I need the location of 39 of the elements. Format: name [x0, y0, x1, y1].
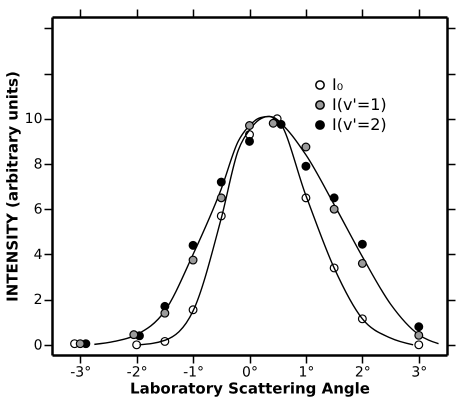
x-tick-label: 2°: [354, 364, 371, 380]
y-axis-title: INTENSITY (arbitrary units): [4, 71, 22, 302]
y-tick-label: 2: [34, 292, 42, 308]
point: [268, 118, 278, 128]
point: [160, 308, 170, 318]
point: [358, 240, 367, 249]
x-tick-label: -3°: [70, 364, 92, 380]
point: [216, 193, 226, 202]
point: [330, 204, 339, 214]
point: [301, 142, 310, 152]
x-tick-label: 1°: [298, 364, 314, 380]
point: [301, 162, 310, 171]
point: [188, 240, 198, 250]
y-tick-label: 10: [24, 111, 42, 128]
point: [245, 121, 254, 130]
x-tick-label: -1°: [183, 364, 204, 380]
point: [414, 340, 424, 350]
point: [276, 120, 286, 129]
line-series: [94, 116, 440, 346]
y-tick-label: 8: [34, 156, 42, 172]
point: [216, 178, 226, 187]
point: [245, 136, 254, 146]
point: [358, 258, 367, 268]
legend-label: I(v'=1): [332, 95, 387, 114]
x-tick-label: -2°: [126, 364, 148, 380]
y-tick-label: 4: [34, 246, 43, 263]
point: [414, 322, 424, 332]
legend-label: I₀: [332, 75, 344, 94]
y-tick-label: 6: [34, 202, 43, 218]
point: [132, 340, 142, 350]
legend-label: I(v'=2): [332, 115, 387, 134]
x-tick-label: 0°: [242, 364, 258, 380]
point: [188, 256, 198, 265]
x-tick-label: 3°: [411, 364, 428, 380]
point: [129, 330, 138, 340]
point: [330, 193, 339, 202]
x-axis-title: Laboratory Scattering Angle: [130, 380, 370, 398]
y-tick-label: 0: [34, 337, 42, 354]
point: [414, 330, 424, 340]
